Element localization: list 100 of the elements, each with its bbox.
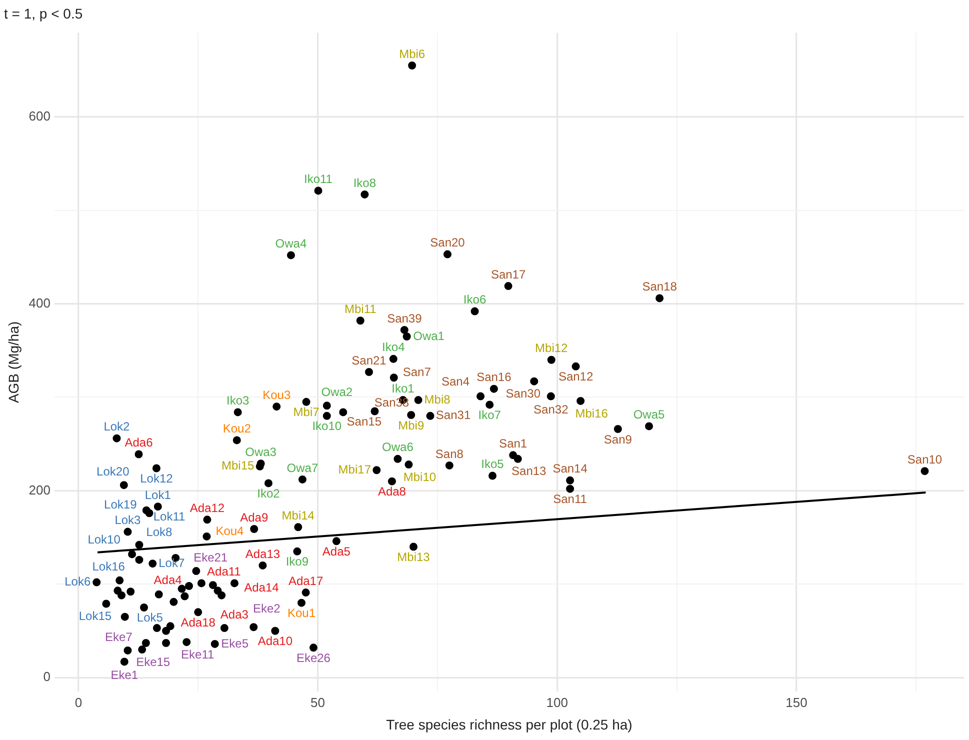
data-label: San7 bbox=[402, 364, 432, 379]
data-label: Owa5 bbox=[633, 408, 666, 422]
data-label: Eke26 bbox=[296, 650, 331, 665]
y-tick-label: 200 bbox=[28, 482, 50, 498]
y-tick-label: 600 bbox=[28, 108, 50, 124]
y-tick-label: 400 bbox=[28, 295, 50, 310]
data-label: Eke11 bbox=[181, 647, 214, 662]
data-label: Lok15 bbox=[78, 609, 112, 624]
data-label: Iko8 bbox=[353, 176, 376, 190]
data-label: Iko6 bbox=[463, 292, 486, 307]
data-label: Mbi17 bbox=[338, 462, 372, 476]
data-label: Ada4 bbox=[154, 573, 182, 588]
data-label: Eke21 bbox=[194, 550, 228, 564]
data-label: San14 bbox=[552, 462, 588, 476]
data-label: San1 bbox=[499, 436, 528, 450]
data-label: San16 bbox=[476, 370, 512, 384]
data-label: San17 bbox=[490, 267, 526, 282]
data-label: Lok19 bbox=[104, 498, 138, 512]
data-label: Lok6 bbox=[64, 574, 91, 589]
chart-title: t = 1, p < 0.5 bbox=[4, 5, 83, 22]
data-label: Lok8 bbox=[146, 525, 173, 540]
data-label: Lok11 bbox=[153, 509, 186, 524]
data-label: Ada14 bbox=[244, 580, 280, 595]
data-label: Eke1 bbox=[110, 668, 138, 682]
data-label: San32 bbox=[534, 402, 569, 417]
data-label: Ada9 bbox=[240, 510, 268, 524]
data-label: Lok16 bbox=[92, 560, 126, 574]
data-label: Iko4 bbox=[382, 340, 406, 354]
data-label: Ada6 bbox=[124, 436, 154, 450]
data-label: Kou4 bbox=[216, 524, 244, 538]
data-label: San31 bbox=[436, 408, 471, 422]
data-label: San39 bbox=[387, 311, 422, 326]
data-label: Ada17 bbox=[288, 574, 324, 588]
data-label: Owa1 bbox=[413, 328, 445, 343]
x-tick-label: 0 bbox=[74, 694, 82, 710]
data-label: Iko7 bbox=[478, 408, 502, 422]
data-label: Lok1 bbox=[144, 488, 172, 502]
data-label: Lok20 bbox=[96, 464, 130, 478]
data-label: Kou3 bbox=[262, 388, 291, 402]
x-tick-label: 50 bbox=[310, 694, 326, 710]
data-label: Mbi8 bbox=[424, 392, 451, 406]
data-label: Ada11 bbox=[207, 564, 242, 578]
data-label: Mbi7 bbox=[293, 405, 320, 420]
data-label: Lok3 bbox=[114, 513, 142, 528]
data-label: Mbi9 bbox=[398, 418, 424, 432]
data-label: Iko9 bbox=[286, 554, 309, 569]
data-label: Mbi15 bbox=[222, 458, 255, 473]
data-label: San15 bbox=[346, 414, 382, 429]
data-label: San21 bbox=[352, 353, 387, 368]
data-label: Ada13 bbox=[245, 546, 280, 561]
data-label: San8 bbox=[435, 446, 464, 461]
data-label: San13 bbox=[512, 464, 547, 478]
data-label: Ada5 bbox=[322, 544, 351, 558]
data-label: Owa4 bbox=[275, 236, 307, 251]
data-label: San10 bbox=[907, 452, 942, 466]
data-label: Iko11 bbox=[304, 172, 333, 186]
data-label: Kou2 bbox=[222, 422, 252, 436]
data-label: Eke7 bbox=[105, 630, 133, 644]
data-label: Eke2 bbox=[252, 601, 281, 616]
data-label: Lok7 bbox=[158, 556, 185, 570]
data-label: Ada12 bbox=[190, 500, 225, 515]
data-label: Owa3 bbox=[245, 444, 277, 459]
data-label: Iko5 bbox=[481, 457, 504, 472]
data-label: San9 bbox=[604, 432, 632, 446]
data-label: Owa2 bbox=[321, 384, 353, 399]
data-label: Iko1 bbox=[392, 381, 415, 396]
data-label: Mbi6 bbox=[399, 46, 426, 61]
y-tick-label: 0 bbox=[43, 669, 50, 684]
data-label: Owa7 bbox=[286, 460, 318, 475]
data-label: Iko2 bbox=[257, 486, 280, 501]
data-label: Mbi16 bbox=[575, 406, 608, 420]
data-label: Ada10 bbox=[258, 634, 293, 648]
data-label: Mbi10 bbox=[403, 470, 436, 484]
data-label: Mbi12 bbox=[535, 341, 568, 356]
data-label: Eke15 bbox=[136, 654, 170, 669]
data-label: Iko10 bbox=[312, 419, 342, 434]
data-label: San38 bbox=[374, 396, 410, 410]
y-axis-title: AGB (Mg/ha) bbox=[5, 321, 22, 404]
data-label: Lok2 bbox=[104, 420, 130, 434]
x-tick-label: 100 bbox=[546, 694, 568, 710]
data-label: Mbi11 bbox=[344, 302, 377, 316]
data-label: San18 bbox=[642, 280, 678, 294]
x-tick-label: 150 bbox=[786, 694, 808, 710]
data-label: San12 bbox=[558, 370, 594, 384]
data-label: Lok12 bbox=[140, 472, 174, 486]
data-label: Lok5 bbox=[136, 610, 164, 624]
data-label: Mbi14 bbox=[282, 508, 315, 522]
data-label: San30 bbox=[506, 386, 541, 401]
data-label: Eke5 bbox=[221, 636, 249, 650]
data-label: Mbi13 bbox=[397, 550, 430, 564]
data-label: Ada8 bbox=[378, 484, 406, 499]
data-label: Ada18 bbox=[180, 615, 216, 630]
data-label: Kou1 bbox=[287, 606, 316, 620]
data-label: San20 bbox=[430, 236, 466, 250]
data-label: Owa6 bbox=[382, 440, 414, 454]
data-label: Lok10 bbox=[88, 532, 121, 547]
data-label: San11 bbox=[553, 492, 588, 506]
data-label: San4 bbox=[442, 374, 470, 389]
x-axis-title: Tree species richness per plot (0.25 ha) bbox=[386, 716, 632, 732]
data-label: Iko3 bbox=[226, 394, 250, 408]
